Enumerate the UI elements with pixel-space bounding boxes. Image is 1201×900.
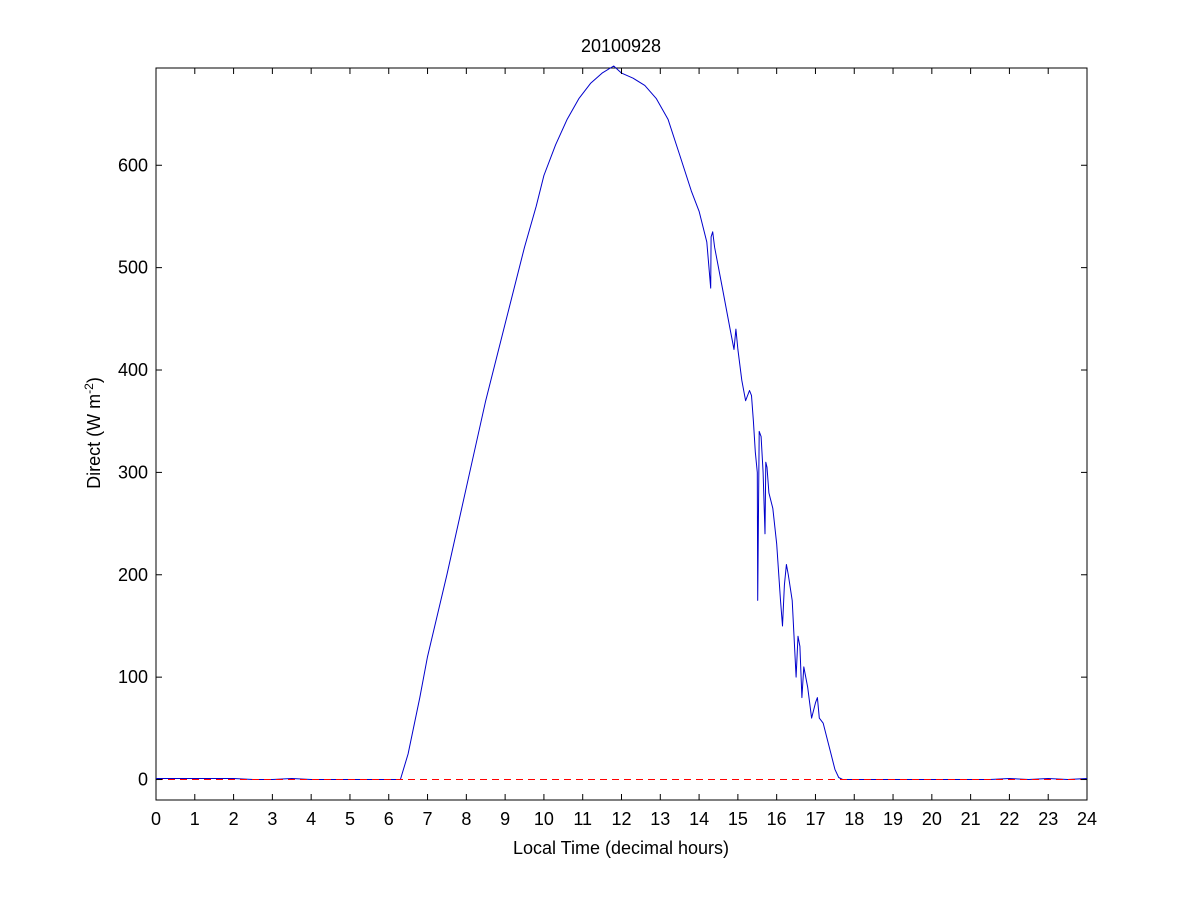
y-tick-label: 0 xyxy=(138,770,148,790)
x-tick-label: 4 xyxy=(306,809,316,829)
y-axis-label-close: ) xyxy=(84,377,104,383)
chart-title: 20100928 xyxy=(581,36,661,56)
x-tick-label: 3 xyxy=(267,809,277,829)
x-tick-label: 5 xyxy=(345,809,355,829)
y-axis-label-superscript: -2 xyxy=(82,383,96,394)
y-tick-label: 400 xyxy=(118,360,148,380)
x-tick-label: 11 xyxy=(573,809,592,829)
x-tick-label: 13 xyxy=(650,809,670,829)
y-axis-label: Direct (W m-2) xyxy=(82,377,104,489)
x-tick-label: 6 xyxy=(384,809,394,829)
direct-irradiance-line xyxy=(156,65,1088,780)
y-tick-label: 200 xyxy=(118,565,148,585)
plot-area: 0 1 2 3 4 5 6 7 8 9 10 11 12 13 14 15 16 17 18 19 20 21 22 23 24… xyxy=(118,65,1097,829)
x-tick-label: 16 xyxy=(767,809,787,829)
x-tick-label: 20 xyxy=(922,809,942,829)
x-tick-label: 23 xyxy=(1038,809,1058,829)
x-tick-label: 7 xyxy=(423,809,433,829)
y-tick-label: 500 xyxy=(118,258,148,278)
x-tick-label: 18 xyxy=(844,809,864,829)
x-tick-label: 22 xyxy=(999,809,1019,829)
y-tick-label: 600 xyxy=(118,155,148,175)
y-tick-label: 300 xyxy=(118,462,148,482)
x-tick-label: 2 xyxy=(229,809,239,829)
x-tick-label: 14 xyxy=(689,809,709,829)
x-tick-label: 10 xyxy=(534,809,554,829)
series-layer xyxy=(156,65,1088,780)
x-tick-label: 17 xyxy=(805,809,825,829)
x-tick-label: 15 xyxy=(728,809,748,829)
x-axis-label: Local Time (decimal hours) xyxy=(513,838,729,858)
x-tick-label: 19 xyxy=(883,809,903,829)
x-tick-label: 0 xyxy=(151,809,161,829)
y-axis-label-main: Direct (W m xyxy=(84,394,104,489)
y-tick-label: 100 xyxy=(118,667,148,687)
x-tick-label: 1 xyxy=(190,809,200,829)
x-tick-label: 21 xyxy=(961,809,981,829)
x-tick-label: 12 xyxy=(611,809,631,829)
x-tick-label: 24 xyxy=(1077,809,1097,829)
x-axis-ticks: 0 1 2 3 4 5 6 7 8 9 10 11 12 13 14 15 16 17 18 19 20 21 22 23 24 xyxy=(151,68,1097,829)
x-tick-label: 9 xyxy=(500,809,510,829)
y-axis-ticks: 0 100 200 300 400 500 600 xyxy=(118,155,1087,790)
x-tick-label: 8 xyxy=(461,809,471,829)
